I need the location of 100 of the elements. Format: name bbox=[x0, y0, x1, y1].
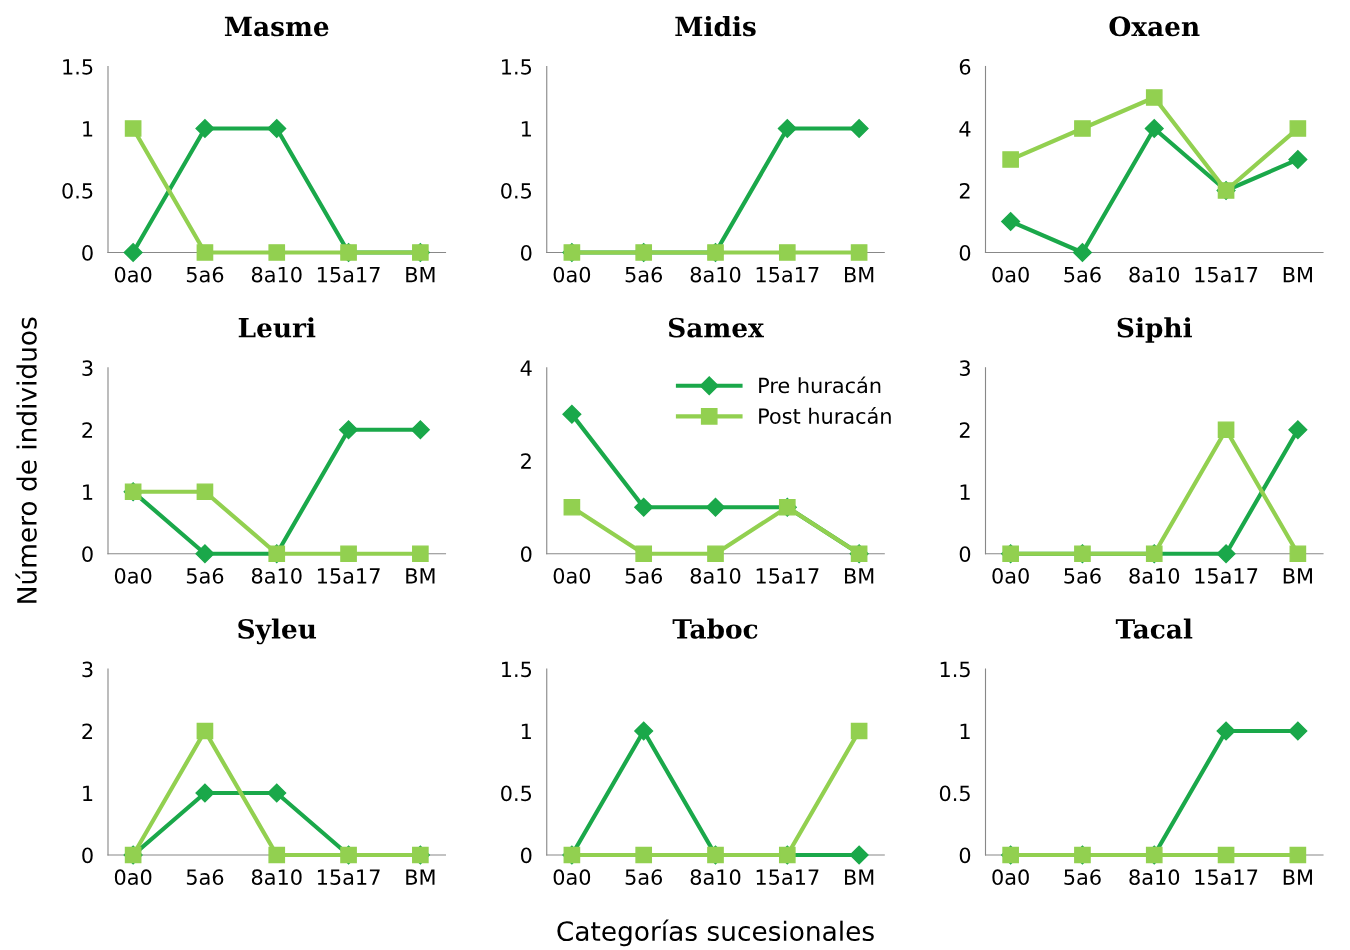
x-tick-label: 8a10 bbox=[1129, 567, 1180, 584]
x-tick-label: 0a0 bbox=[553, 567, 591, 584]
point bbox=[1074, 120, 1091, 137]
y-tick-label: 0 bbox=[959, 546, 971, 562]
y-tick-label: 3 bbox=[82, 360, 93, 376]
x-tick-label: BM bbox=[845, 869, 874, 885]
y-tick-label: 1.5 bbox=[63, 59, 93, 75]
x-tick-label: 8a10 bbox=[690, 266, 741, 283]
x-tick-label: 0a0 bbox=[114, 266, 152, 283]
x-axis-title: Categorías sucesionales bbox=[557, 919, 874, 947]
x-tick-label: 15a17 bbox=[1195, 267, 1258, 283]
y-tick-label: 0 bbox=[82, 244, 93, 261]
chart-title: Taboc bbox=[672, 618, 758, 639]
x-tick-label: 5a6 bbox=[1064, 567, 1101, 584]
x-tick-label: BM bbox=[406, 267, 435, 283]
x-tick-label: 0a0 bbox=[114, 869, 152, 886]
chart-title: Tacal bbox=[1115, 618, 1193, 639]
y-tick-label: 6 bbox=[959, 58, 971, 75]
chart-title: Midis bbox=[675, 15, 756, 37]
point bbox=[1072, 242, 1092, 263]
x-tick-label: 15a17 bbox=[756, 869, 819, 886]
y-tick-label: 1 bbox=[960, 484, 970, 500]
y-tick-label: 2 bbox=[521, 453, 531, 469]
x-tick-label: 5a6 bbox=[625, 567, 663, 584]
x-tick-label: BM bbox=[406, 869, 435, 885]
legend-label: Post huracán bbox=[759, 406, 891, 424]
y-tick-label: 4 bbox=[959, 121, 971, 137]
x-tick-label: BM bbox=[1283, 568, 1312, 584]
x-tick-label: 15a17 bbox=[317, 568, 380, 584]
x-tick-label: 15a17 bbox=[756, 568, 819, 584]
y-tick-label: 0 bbox=[520, 847, 532, 864]
x-tick-label: 8a10 bbox=[251, 567, 302, 584]
y-tick-label: 3 bbox=[82, 661, 93, 678]
x-tick-label: 8a10 bbox=[251, 266, 302, 283]
chart-title: Leuri bbox=[238, 317, 316, 338]
x-tick-label: 0a0 bbox=[992, 869, 1029, 886]
point bbox=[1145, 89, 1163, 106]
x-tick-label: BM bbox=[406, 568, 435, 584]
point bbox=[562, 404, 582, 424]
y-tick-label: 2 bbox=[82, 422, 93, 438]
chart-title: Siphi bbox=[1117, 317, 1192, 343]
x-tick-label: BM bbox=[845, 568, 874, 584]
x-tick-label: 15a17 bbox=[317, 869, 380, 886]
point bbox=[268, 846, 286, 864]
y-tick-label: 0.5 bbox=[939, 785, 970, 802]
x-tick-label: 8a10 bbox=[690, 869, 741, 886]
y-tick-label: 1 bbox=[521, 121, 531, 137]
x-tick-label: 15a17 bbox=[317, 267, 380, 283]
y-tick-label: 0 bbox=[520, 244, 532, 261]
x-tick-label: BM bbox=[1283, 869, 1312, 885]
point bbox=[563, 498, 581, 516]
chart-title: Samex bbox=[668, 317, 764, 338]
y-tick-label: 4 bbox=[520, 360, 532, 376]
y-tick-label: 0.5 bbox=[62, 182, 93, 199]
y-tick-label: 1 bbox=[960, 723, 970, 739]
y-tick-label: 0.5 bbox=[501, 785, 532, 802]
x-tick-label: 0a0 bbox=[114, 567, 152, 584]
point bbox=[1001, 211, 1021, 232]
x-tick-label: 8a10 bbox=[1129, 266, 1180, 283]
y-tick-label: 0 bbox=[520, 546, 532, 562]
y-tick-label: 2 bbox=[82, 723, 93, 739]
point bbox=[1144, 118, 1164, 139]
x-tick-label: 8a10 bbox=[690, 567, 741, 584]
y-tick-label: 0 bbox=[959, 244, 971, 261]
x-tick-label: BM bbox=[845, 267, 874, 283]
point bbox=[1288, 149, 1308, 170]
y-tick-label: 1 bbox=[83, 785, 93, 801]
point bbox=[705, 497, 726, 517]
point bbox=[635, 545, 653, 563]
chart-title: Masme bbox=[224, 16, 329, 37]
x-tick-label: 0a0 bbox=[992, 567, 1029, 584]
point bbox=[1289, 120, 1307, 137]
x-tick-label: 5a6 bbox=[625, 869, 663, 886]
y-tick-label: 2 bbox=[959, 422, 970, 438]
y-tick-label: 0 bbox=[959, 847, 971, 864]
y-tick-label: 1 bbox=[521, 723, 531, 739]
x-tick-label: 15a17 bbox=[756, 267, 819, 283]
x-tick-label: BM bbox=[1283, 267, 1312, 283]
y-tick-label: 1 bbox=[83, 121, 93, 137]
x-tick-label: 0a0 bbox=[992, 266, 1029, 283]
y-tick-label: 2 bbox=[959, 182, 970, 199]
y-tick-label: 1.5 bbox=[502, 661, 532, 678]
point bbox=[340, 545, 357, 563]
x-tick-label: 5a6 bbox=[186, 567, 224, 584]
y-tick-label: 0 bbox=[82, 546, 93, 562]
x-tick-label: 15a17 bbox=[1195, 869, 1258, 886]
x-tick-label: 0a0 bbox=[553, 869, 591, 886]
point bbox=[707, 545, 724, 563]
point bbox=[195, 544, 215, 564]
point bbox=[410, 420, 430, 440]
x-tick-label: 15a17 bbox=[1195, 568, 1258, 584]
x-tick-label: 8a10 bbox=[251, 869, 302, 886]
point bbox=[195, 783, 215, 803]
y-tick-label: 1.5 bbox=[502, 59, 532, 75]
x-tick-label: 5a6 bbox=[625, 266, 663, 283]
legend-label: Pre huracán bbox=[759, 376, 881, 394]
y-tick-label: 3 bbox=[959, 360, 970, 376]
x-tick-label: 5a6 bbox=[186, 266, 224, 283]
x-tick-label: 0a0 bbox=[553, 266, 591, 283]
x-tick-label: 8a10 bbox=[1129, 869, 1180, 886]
